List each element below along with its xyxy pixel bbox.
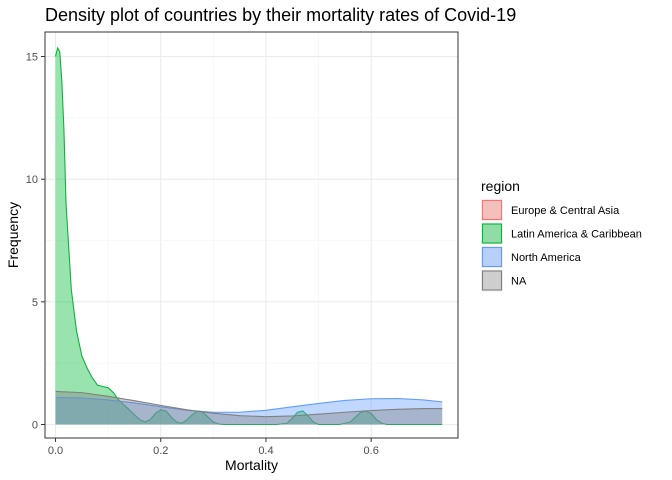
density-area-na [55, 391, 443, 425]
legend-label: NA [511, 276, 527, 288]
legend-swatch [481, 223, 503, 244]
y-tick-label: 10 [26, 174, 38, 186]
x-tick-label: 0.4 [258, 445, 273, 457]
y-tick-label: 15 [26, 52, 38, 64]
legend-title: region [481, 178, 520, 194]
grid-layer [45, 32, 458, 438]
legend-key-background [481, 199, 503, 221]
legend-label: Europe & Central Asia [511, 205, 620, 217]
x-tick-label: 0.2 [153, 445, 168, 457]
x-tick-label: 0.0 [48, 445, 63, 457]
density-areas [54, 46, 443, 426]
legend-swatch [481, 199, 503, 221]
legend-swatch [481, 246, 503, 268]
chart-title: Density plot of countries by their morta… [45, 5, 516, 25]
density-line-north-america [55, 396, 443, 413]
y-axis-title: Frequency [5, 202, 21, 268]
legend-label: North America [511, 252, 582, 264]
y-tick-label: 0 [32, 420, 38, 432]
density-line-latin-america-caribbean [54, 46, 443, 426]
legend-key-background [481, 269, 503, 292]
legend-label: Latin America & Caribbean [511, 229, 642, 241]
density-line-na [55, 390, 443, 418]
legend-key-background [481, 246, 503, 268]
legend-swatch [481, 270, 503, 291]
x-tick-label: 0.6 [364, 445, 379, 457]
x-axis-title: Mortality [225, 457, 278, 473]
axes: 0.0 0.2 0.4 0.6 0 5 10 15 [26, 52, 379, 457]
density-area-north-america [55, 397, 443, 425]
y-tick-label: 5 [32, 297, 38, 309]
legend: region Europe & Central Asia Latin Americ… [481, 178, 642, 292]
legend-key-background [481, 222, 503, 245]
density-area-latin-america-caribbean [55, 47, 443, 425]
panel-border [44, 31, 459, 439]
